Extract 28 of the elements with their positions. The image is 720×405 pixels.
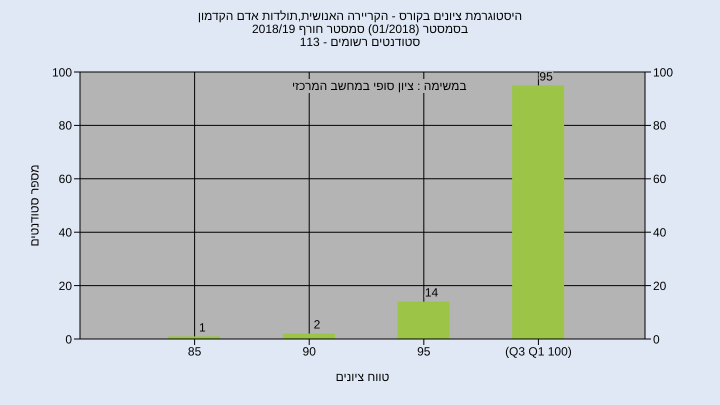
bar	[398, 302, 450, 339]
y-tick-label: 100	[52, 65, 72, 80]
y2-tick-label: 40	[653, 225, 667, 240]
y-tick-label: 60	[58, 172, 72, 186]
y-tick-label: 20	[58, 278, 72, 293]
y-tick-label: 0	[65, 332, 72, 346]
x-tick-label: 85	[188, 344, 202, 359]
y2-tick-label: 80	[653, 118, 667, 133]
chart-subtitle: בסמסטר (01/2018) סמסטר חורף 2018/19 סטודנטים רשומים - 113	[250, 22, 470, 49]
y-tick-label: 80	[58, 118, 72, 133]
x-axis-title: טווח ציונים	[336, 370, 390, 384]
y2-tick-label: 0	[653, 332, 660, 346]
data-label: 1	[198, 320, 206, 334]
x-tick-label: 90	[302, 344, 316, 359]
data-label: 2	[314, 318, 321, 332]
y-tick-label: 40	[58, 225, 72, 240]
x-tick-label: (Q3 Q1 100)	[505, 344, 572, 359]
bar	[512, 85, 564, 339]
data-label: 95	[539, 69, 554, 84]
bar	[282, 334, 335, 339]
data-label: 14	[424, 286, 439, 300]
y-axis-title: מספר סטודנטים	[27, 164, 42, 247]
y2-tick-label: 60	[653, 172, 667, 186]
x-tick-label: 95	[417, 344, 431, 359]
y2-tick-label: 20	[653, 278, 667, 293]
y2-tick-label: 100	[653, 65, 674, 80]
annotation: במשימה : ציון סופי במחשב המרכזי	[290, 79, 469, 93]
chart-title: היסטוגרמת ציונים בקורס - הקריירה האנושית,תולדות אדם הקדמון	[196, 9, 524, 23]
